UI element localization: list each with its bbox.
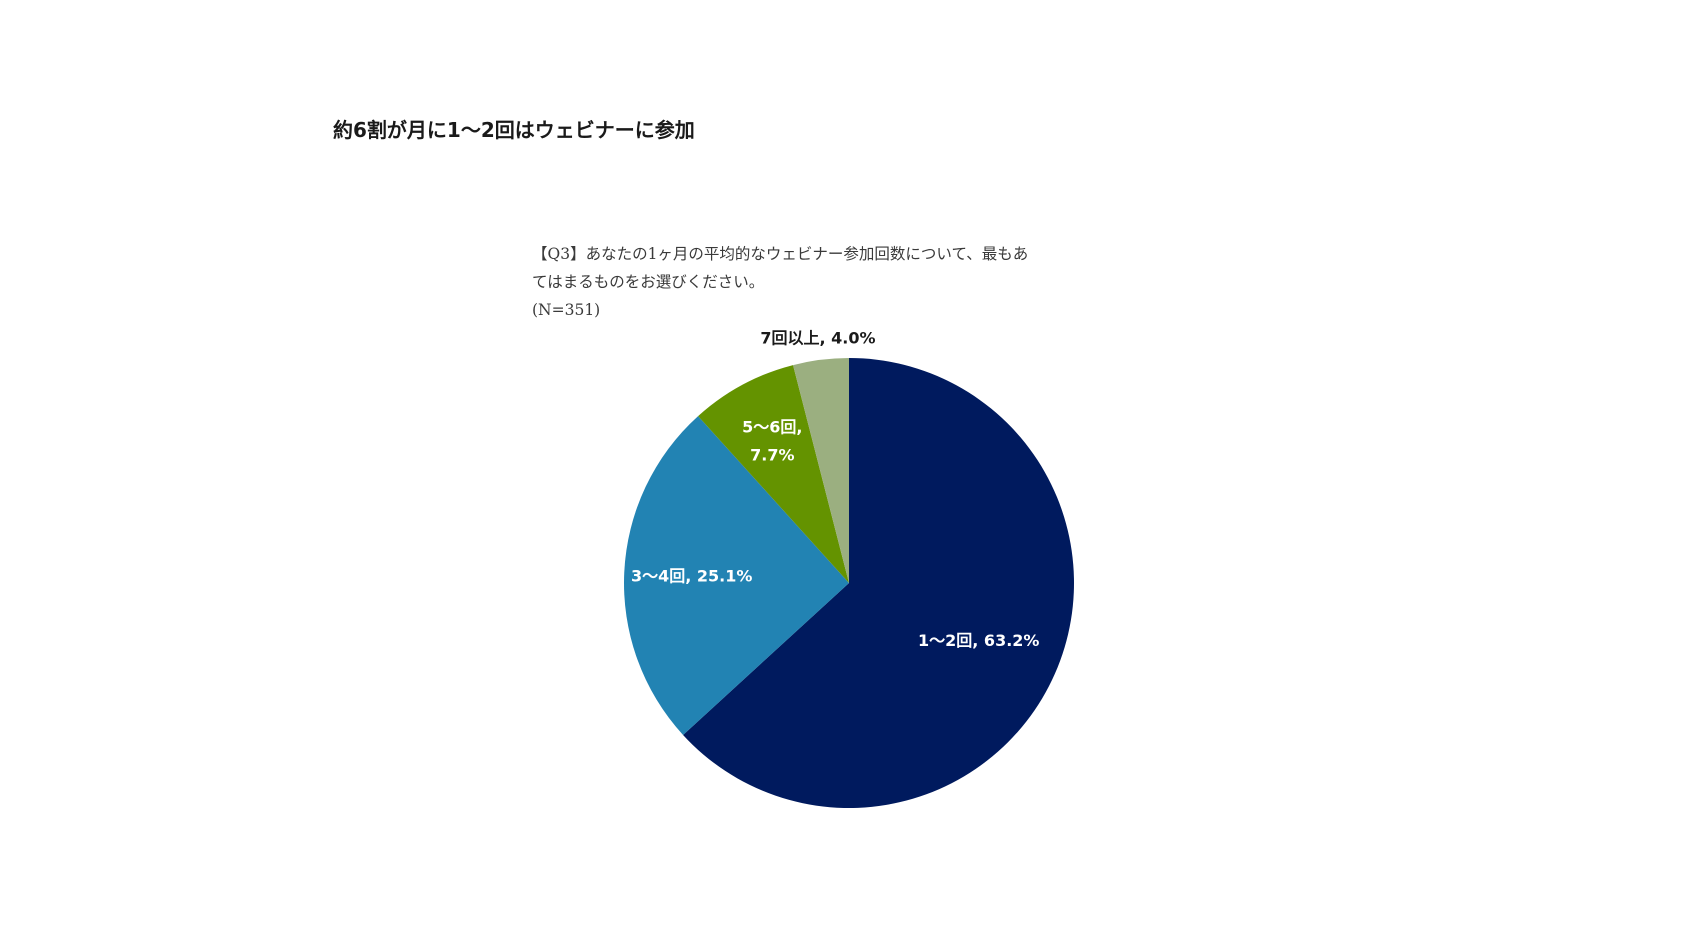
pie-slice-2 <box>624 416 849 735</box>
pie-slice-4 <box>793 358 849 583</box>
pie-slice-label-3: 5〜6回, 7.7% <box>742 417 802 464</box>
question-line-1: 【Q3】あなたの1ヶ月の平均的なウェビナー参加回数について、最もあ <box>532 245 1029 263</box>
pie-slice-3 <box>698 365 849 583</box>
sample-size: (N=351) <box>532 301 601 319</box>
pie-slice-label-1: 1〜2回, 63.2% <box>918 631 1039 650</box>
pie-slice-label-2: 3〜4回, 25.1% <box>631 567 752 586</box>
pie-slice-1 <box>683 358 1075 808</box>
question-text: 【Q3】あなたの1ヶ月の平均的なウェビナー参加回数について、最もあ てはまるもの… <box>532 240 1092 324</box>
question-line-2: てはまるものをお選びください。 <box>532 273 765 291</box>
headline: 約6割が月に1〜2回はウェビナーに参加 <box>333 118 695 142</box>
pie-slice-label-4: 7回以上, 4.0% <box>760 328 875 347</box>
